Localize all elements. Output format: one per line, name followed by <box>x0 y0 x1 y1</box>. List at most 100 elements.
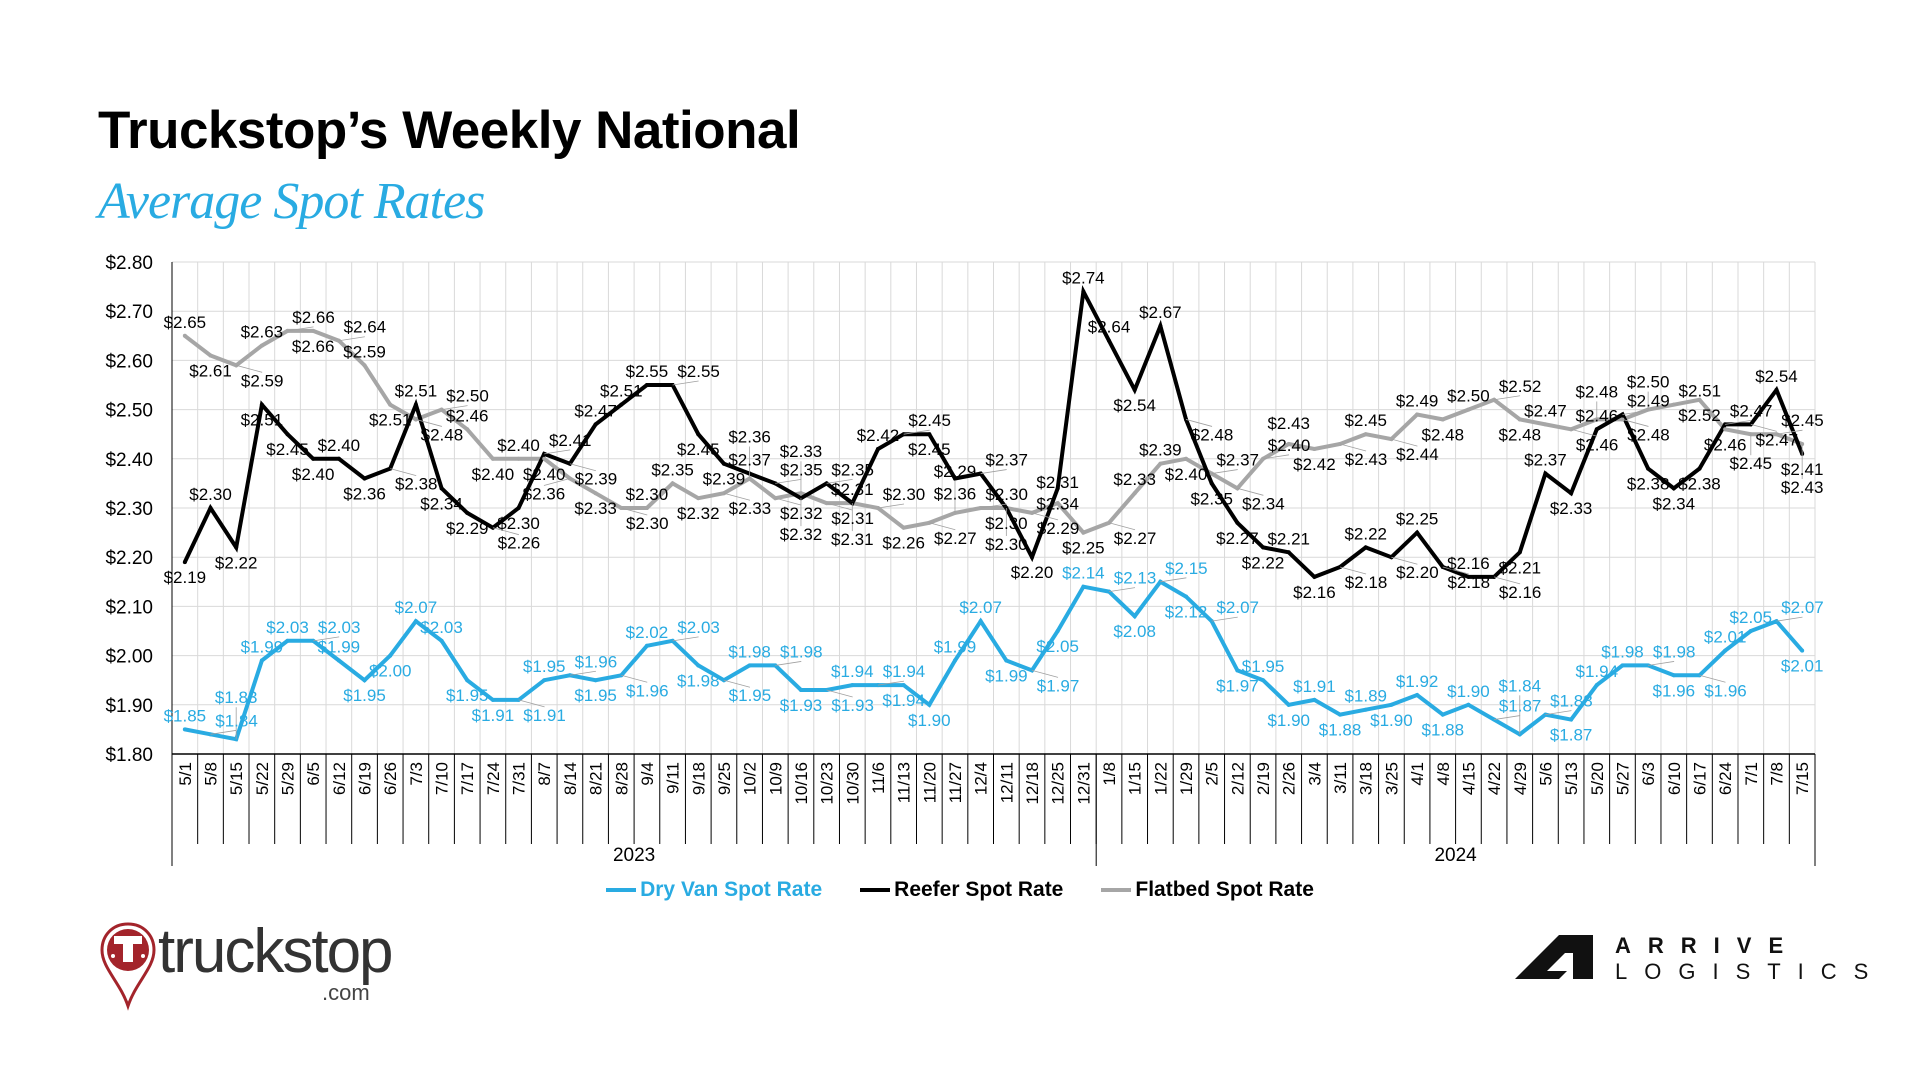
label-leader-line <box>236 364 263 373</box>
data-point <box>259 658 264 663</box>
data-label: $2.07 <box>959 598 1002 617</box>
data-point <box>439 486 444 491</box>
data-label: $2.61 <box>189 361 232 380</box>
label-leader-line <box>980 503 1007 509</box>
year-label: 2024 <box>1434 845 1477 866</box>
legend-swatch-reefer <box>860 888 891 892</box>
data-label: $1.90 <box>1447 682 1490 701</box>
label-leader-line <box>1494 395 1521 401</box>
legend: Dry Van Spot Rate Reefer Spot Rate Flatb… <box>0 878 1920 902</box>
data-label: $1.87 <box>1550 726 1593 745</box>
x-tick-label: 1/29 <box>1177 762 1196 795</box>
data-point <box>1081 530 1086 535</box>
y-tick-label: $2.40 <box>105 450 153 471</box>
x-tick-label: 2/5 <box>1203 762 1222 786</box>
data-point <box>1748 629 1753 633</box>
data-point <box>1081 584 1086 589</box>
data-label: $1.95 <box>1242 657 1285 676</box>
data-label: $2.21 <box>1267 529 1310 548</box>
data-label: $2.34 <box>1036 494 1079 513</box>
data-label: $2.40 <box>523 465 566 484</box>
data-label: $1.98 <box>780 642 823 661</box>
data-point <box>644 506 649 510</box>
data-point <box>1774 387 1779 392</box>
data-label: $2.64 <box>1088 318 1131 337</box>
data-label: $2.37 <box>985 451 1028 470</box>
data-point <box>593 678 598 683</box>
data-label: $2.35 <box>1190 489 1233 508</box>
x-tick-label: 12/11 <box>997 762 1016 803</box>
x-tick-label: 6/10 <box>1665 762 1684 795</box>
data-label: $1.95 <box>523 657 566 676</box>
data-point <box>927 432 932 437</box>
data-point <box>1466 574 1471 579</box>
data-label: $2.48 <box>1576 382 1619 401</box>
data-label: $2.08 <box>1113 622 1156 641</box>
label-leader-line <box>775 479 802 484</box>
data-label: $2.63 <box>241 323 284 342</box>
x-tick-label: 9/25 <box>715 762 734 795</box>
data-point <box>439 638 444 643</box>
legend-item-flatbed: Flatbed Spot Rate <box>1101 878 1314 902</box>
data-label: $2.39 <box>703 470 746 489</box>
label-leader-line <box>621 674 648 683</box>
data-label: $2.74 <box>1062 269 1105 288</box>
label-leader-line <box>1211 616 1238 622</box>
data-point <box>1286 550 1291 555</box>
data-label: $2.59 <box>343 342 386 361</box>
x-tick-label: 12/18 <box>1023 762 1042 805</box>
data-label: $2.43 <box>1781 478 1824 497</box>
data-label: $1.97 <box>1216 676 1259 695</box>
data-label: $2.45 <box>1730 454 1773 473</box>
data-label: $2.20 <box>1011 563 1054 582</box>
data-label: $2.51 <box>600 382 643 401</box>
x-tick-label: 7/8 <box>1767 762 1786 786</box>
data-point <box>1107 338 1112 343</box>
x-tick-label: 1/22 <box>1151 762 1170 795</box>
label-leader-line <box>1699 674 1726 683</box>
data-label: $2.01 <box>1704 628 1747 647</box>
data-point <box>208 506 213 510</box>
data-label: $2.26 <box>498 534 541 553</box>
x-tick-label: 5/27 <box>1613 762 1632 795</box>
data-point <box>285 432 290 437</box>
data-point <box>644 643 649 648</box>
data-label: $1.84 <box>1499 676 1542 695</box>
data-point <box>593 422 598 427</box>
data-point <box>901 683 906 688</box>
data-point <box>1363 707 1368 712</box>
data-label: $2.03 <box>677 618 720 637</box>
data-label: $2.31 <box>831 509 874 528</box>
x-tick-label: 5/8 <box>202 762 221 786</box>
data-label: $1.99 <box>985 667 1028 686</box>
data-label: $2.31 <box>831 480 874 499</box>
label-leader-line <box>1262 454 1290 460</box>
data-label: $2.25 <box>1062 539 1105 558</box>
legend-label-flatbed: Flatbed Spot Rate <box>1135 878 1314 901</box>
data-point <box>1235 520 1240 525</box>
data-label: $2.39 <box>1139 441 1182 460</box>
data-label: $1.96 <box>1704 681 1747 700</box>
data-point <box>1184 456 1189 461</box>
data-point <box>1261 678 1266 683</box>
data-point <box>490 456 495 461</box>
data-label: $2.50 <box>446 387 489 406</box>
data-label: $1.94 <box>1576 662 1619 681</box>
data-point <box>1620 663 1625 668</box>
data-point <box>1389 702 1394 707</box>
data-label: $2.45 <box>908 411 951 430</box>
label-leader-line <box>826 689 853 698</box>
data-label: $2.65 <box>164 313 207 332</box>
data-point <box>1132 614 1137 619</box>
data-label: $2.36 <box>728 427 771 446</box>
data-label: $2.66 <box>292 337 335 356</box>
legend-item-reefer: Reefer Spot Rate <box>860 878 1063 902</box>
data-label: $2.05 <box>1730 608 1773 627</box>
x-tick-label: 2/19 <box>1254 762 1273 795</box>
legend-swatch-flatbed <box>1101 888 1132 892</box>
data-label: $1.99 <box>241 638 284 657</box>
data-label: $2.32 <box>677 504 720 523</box>
data-point <box>1312 574 1317 579</box>
data-point <box>1517 550 1522 555</box>
x-tick-label: 5/20 <box>1588 762 1607 795</box>
